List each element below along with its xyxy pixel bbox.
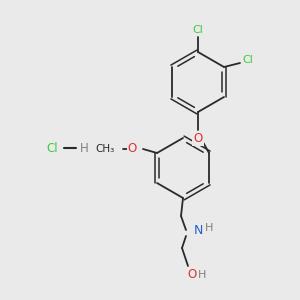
Text: N: N <box>194 224 203 236</box>
Text: H: H <box>198 270 206 280</box>
Text: O: O <box>188 268 196 281</box>
Text: Cl: Cl <box>193 25 203 35</box>
Text: O: O <box>194 133 202 146</box>
Text: CH₃: CH₃ <box>96 144 115 154</box>
Text: Cl: Cl <box>46 142 58 154</box>
Text: O: O <box>128 142 137 154</box>
Text: H: H <box>80 142 88 154</box>
Text: Cl: Cl <box>242 55 253 65</box>
Text: H: H <box>205 223 213 233</box>
